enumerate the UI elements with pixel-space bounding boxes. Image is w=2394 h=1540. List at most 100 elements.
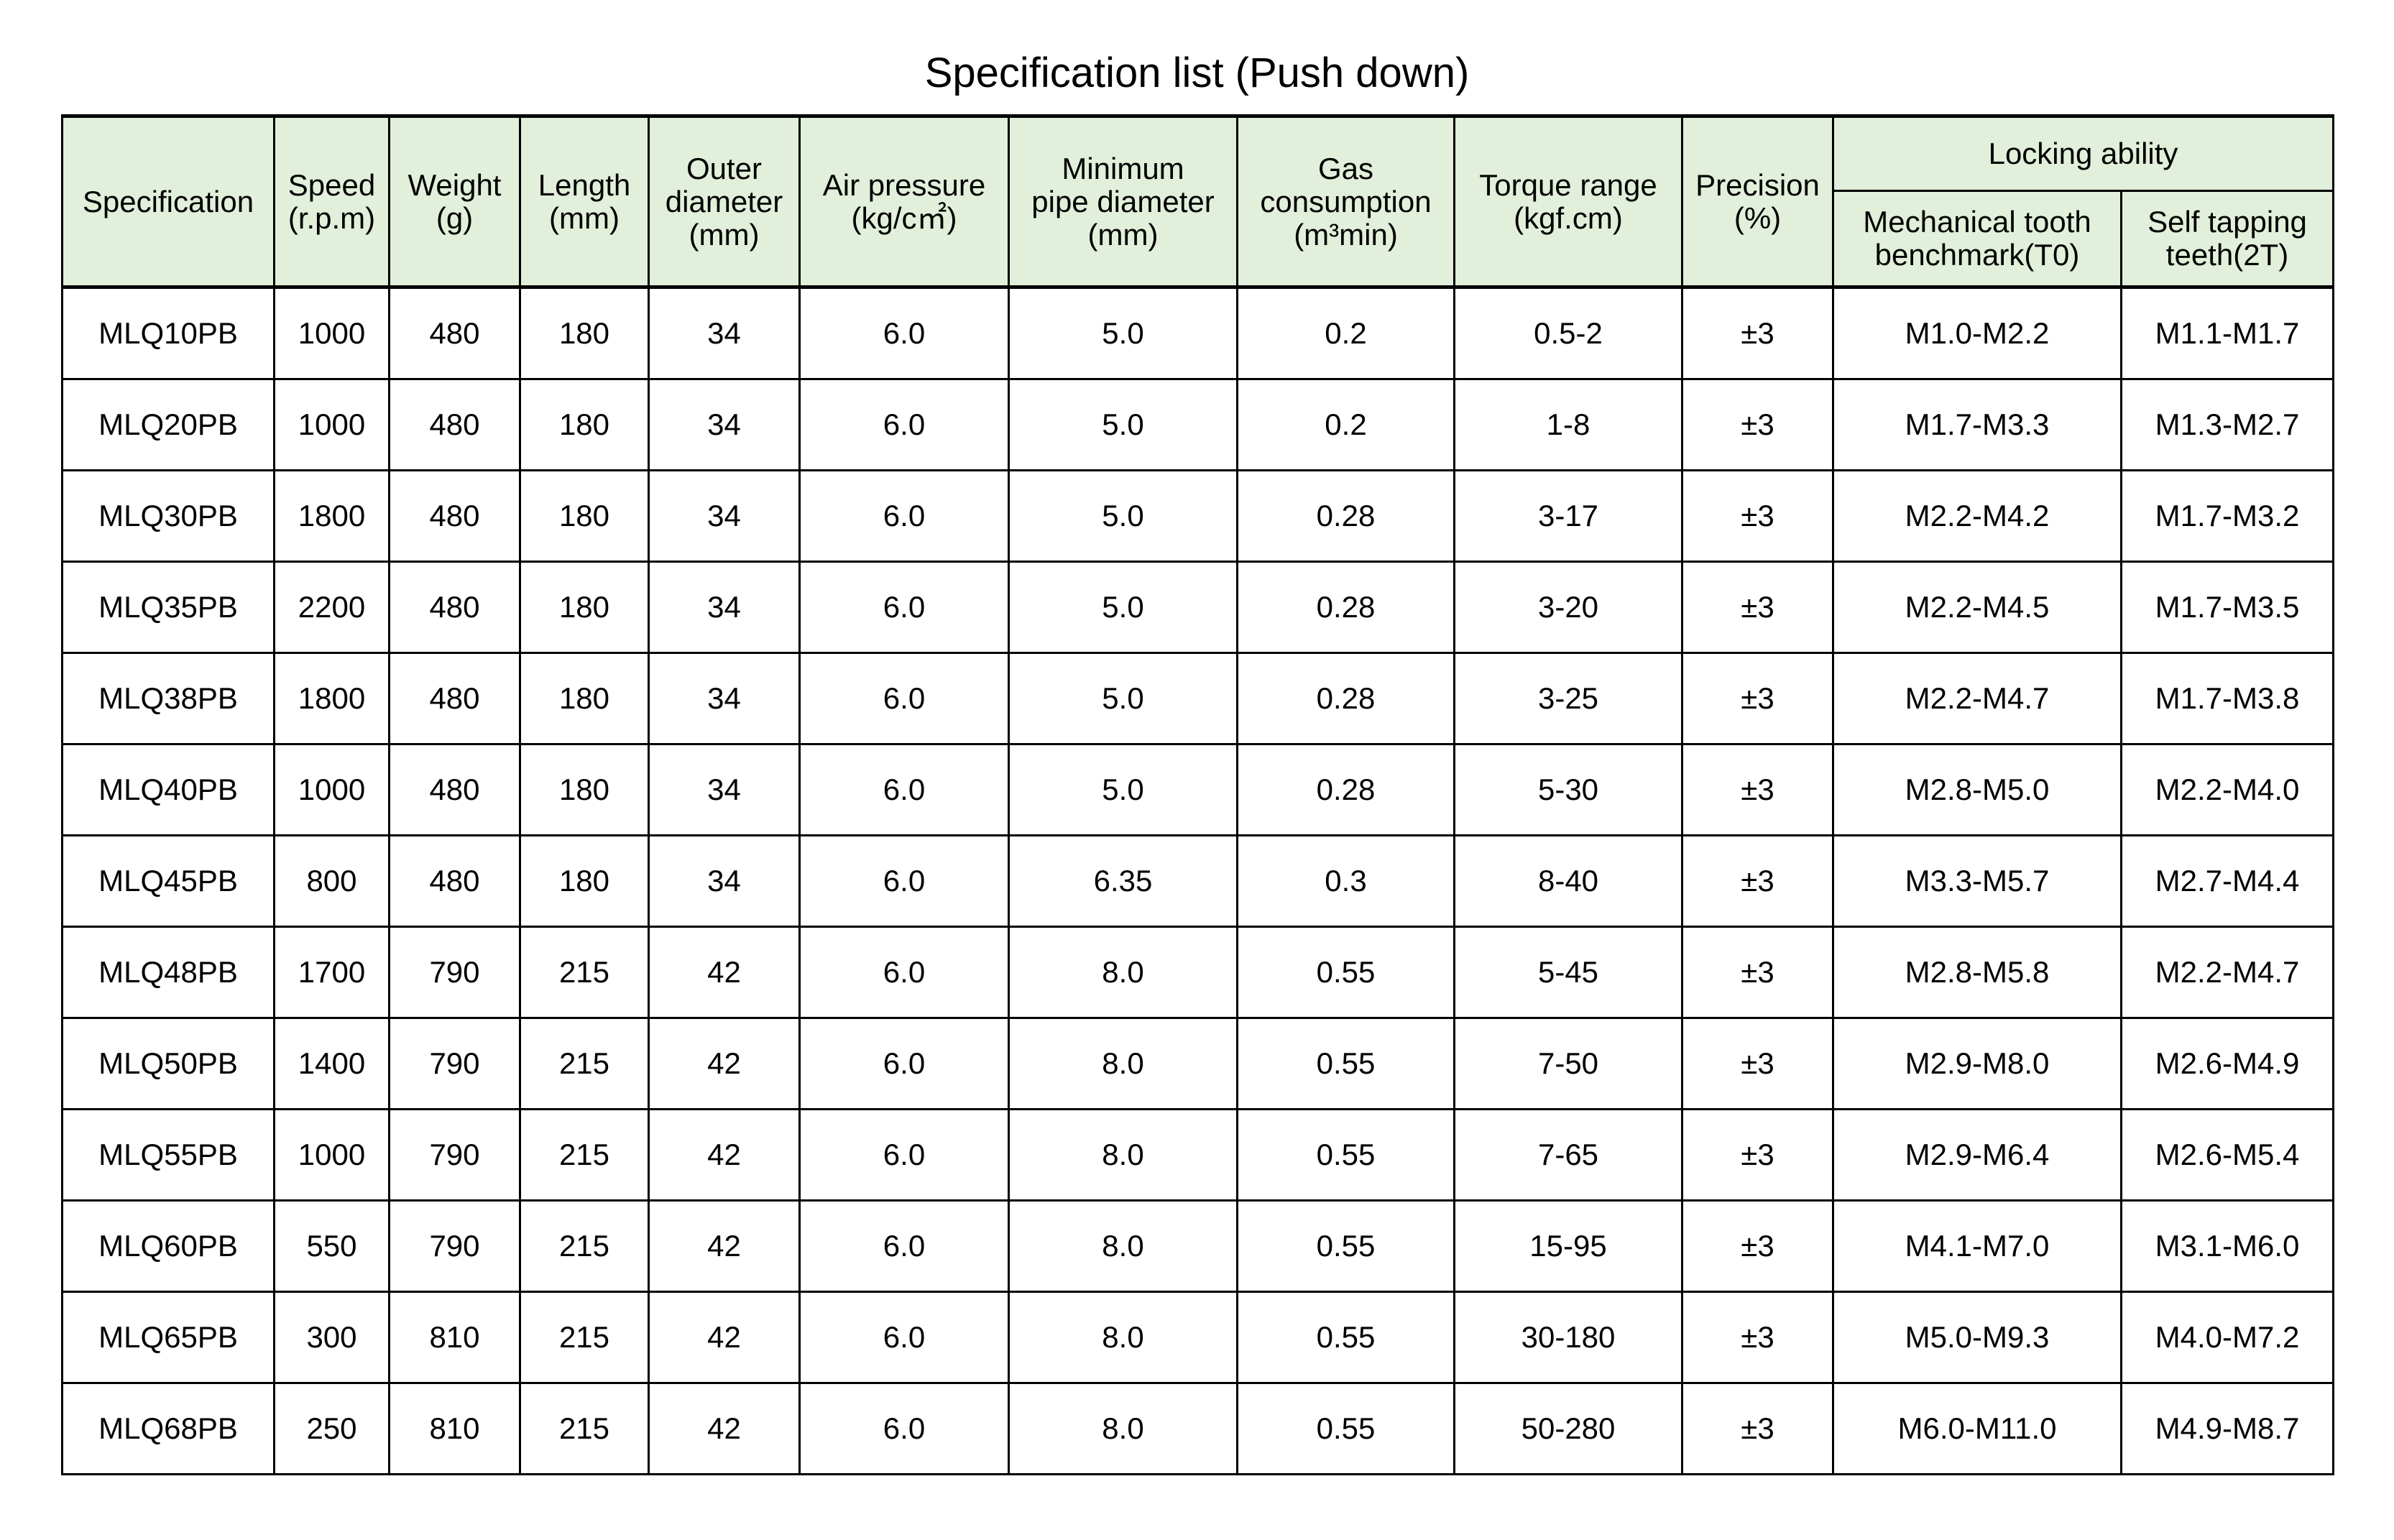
table-cell: 7-65 [1453,1108,1683,1202]
table-cell: 1800 [273,469,390,563]
table-cell: 1700 [273,926,390,1019]
header-text-line: Minimum [1062,151,1184,185]
table-cell: 6.0 [798,1108,1010,1202]
table-cell: ±3 [1681,1199,1834,1293]
table-cell: 34 [648,378,801,471]
table-cell: 0.55 [1236,1382,1455,1475]
table-cell: 5.0 [1008,743,1238,836]
table-cell: M2.6-M5.4 [2120,1108,2334,1202]
table-cell: 300 [273,1291,390,1384]
header-text-line: Mechanical tooth [1863,205,2091,239]
table-cell: M6.0-M11.0 [1832,1382,2122,1475]
header-text-line: Weight [408,167,502,202]
table-cell: M2.2-M4.5 [1832,561,2122,654]
table-cell: 6.35 [1008,834,1238,928]
model-cell: MLQ60PB [61,1199,275,1293]
table-cell: 180 [519,469,650,563]
table-row: MLQ68PB 250 810 215 42 6.0 8.0 0.55 50-280 ±3 M6.0… [61,1382,2334,1475]
table-cell: M1.7-M3.3 [1832,378,2122,471]
table-cell: 1000 [273,743,390,836]
table-cell: 8-40 [1453,834,1683,928]
table-row: MLQ20PB 1000 480 180 34 6.0 5.0 0.2 1-8 ±3 M1.7-M3… [61,378,2334,471]
model-cell: MLQ45PB [61,834,275,928]
column-header: Weight (g) [388,114,521,288]
table-cell: 0.55 [1236,1291,1455,1384]
header-text-line: benchmark(T0) [1874,238,2080,272]
model-cell: MLQ50PB [61,1017,275,1110]
table-row: MLQ50PB 1400 790 215 42 6.0 8.0 0.55 7-50 ±3 M2.9-… [61,1017,2334,1110]
header-text-line: Air pressure [822,167,986,202]
header-text-line: (r.p.m) [287,200,376,235]
table-cell: 1400 [273,1017,390,1110]
table-cell: 1000 [273,285,390,380]
header-text-line: Precision [1695,167,1820,202]
table-cell: 480 [388,469,521,563]
table-cell: 180 [519,561,650,654]
model-cell: MLQ40PB [61,743,275,836]
table-cell: 790 [388,1108,521,1202]
table-cell: M2.9-M8.0 [1832,1017,2122,1110]
column-header: Torque range (kgf.cm) [1453,114,1683,288]
table-cell: M1.7-M3.8 [2120,652,2334,745]
table-cell: 480 [388,285,521,380]
header-text-line: (mm) [1087,217,1159,252]
table-cell: 215 [519,1382,650,1475]
table-cell: 0.55 [1236,1199,1455,1293]
header-text-line: (mm) [549,200,620,235]
table-cell: 1-8 [1453,378,1683,471]
table-cell: 0.55 [1236,926,1455,1019]
column-header: Length (mm) [519,114,650,288]
header-text-line: (kgf.cm) [1514,200,1623,235]
table-cell: 6.0 [798,1199,1010,1293]
table-row: MLQ60PB 550 790 215 42 6.0 8.0 0.55 15-95 ±3 M4.1-… [61,1199,2334,1293]
table-cell: 6.0 [798,469,1010,563]
table-cell: M4.0-M7.2 [2120,1291,2334,1384]
table-cell: 0.55 [1236,1017,1455,1110]
table-cell: 6.0 [798,1017,1010,1110]
table-cell: 30-180 [1453,1291,1683,1384]
table-cell: 1000 [273,1108,390,1202]
model-cell: MLQ35PB [61,561,275,654]
table-cell: 180 [519,378,650,471]
table-cell: 8.0 [1008,1108,1238,1202]
table-cell: 5.0 [1008,469,1238,563]
table-cell: 180 [519,652,650,745]
table-cell: ±3 [1681,1017,1834,1110]
table-cell: 2200 [273,561,390,654]
table-cell: 215 [519,1199,650,1293]
column-header: Mechanical tooth benchmark(T0) [1832,190,2122,288]
table-cell: M4.1-M7.0 [1832,1199,2122,1293]
table-cell: 3-25 [1453,652,1683,745]
table-cell: 50-280 [1453,1382,1683,1475]
table-cell: 15-95 [1453,1199,1683,1293]
model-cell: MLQ65PB [61,1291,275,1384]
header-text-line: (kg/c㎡) [851,200,957,235]
table-cell: 3-17 [1453,469,1683,563]
table-cell: ±3 [1681,1382,1834,1475]
table-cell: 215 [519,1108,650,1202]
table-cell: 0.2 [1236,285,1455,380]
table-cell: M3.3-M5.7 [1832,834,2122,928]
table-cell: 1800 [273,652,390,745]
table-cell: 6.0 [798,743,1010,836]
table-cell: 5.0 [1008,378,1238,471]
table-cell: 0.28 [1236,561,1455,654]
table-row: MLQ48PB 1700 790 215 42 6.0 8.0 0.55 5-45 ±3 M2.8-… [61,926,2334,1019]
header-text-line: Self tapping [2147,205,2307,239]
model-cell: MLQ55PB [61,1108,275,1202]
table-cell: 34 [648,652,801,745]
column-header: Specification [61,114,275,288]
table-cell: M1.1-M1.7 [2120,285,2334,380]
table-cell: 5-45 [1453,926,1683,1019]
table-cell: M2.6-M4.9 [2120,1017,2334,1110]
column-header: Minimum pipe diameter (mm) [1008,114,1238,288]
table-cell: 34 [648,561,801,654]
table-cell: M2.8-M5.8 [1832,926,2122,1019]
table-cell: 6.0 [798,834,1010,928]
table-cell: 6.0 [798,285,1010,380]
table-cell: 34 [648,469,801,563]
header-text-line: Gas [1317,151,1374,185]
table-cell: 6.0 [798,926,1010,1019]
table-cell: 215 [519,926,650,1019]
table-cell: 0.28 [1236,743,1455,836]
